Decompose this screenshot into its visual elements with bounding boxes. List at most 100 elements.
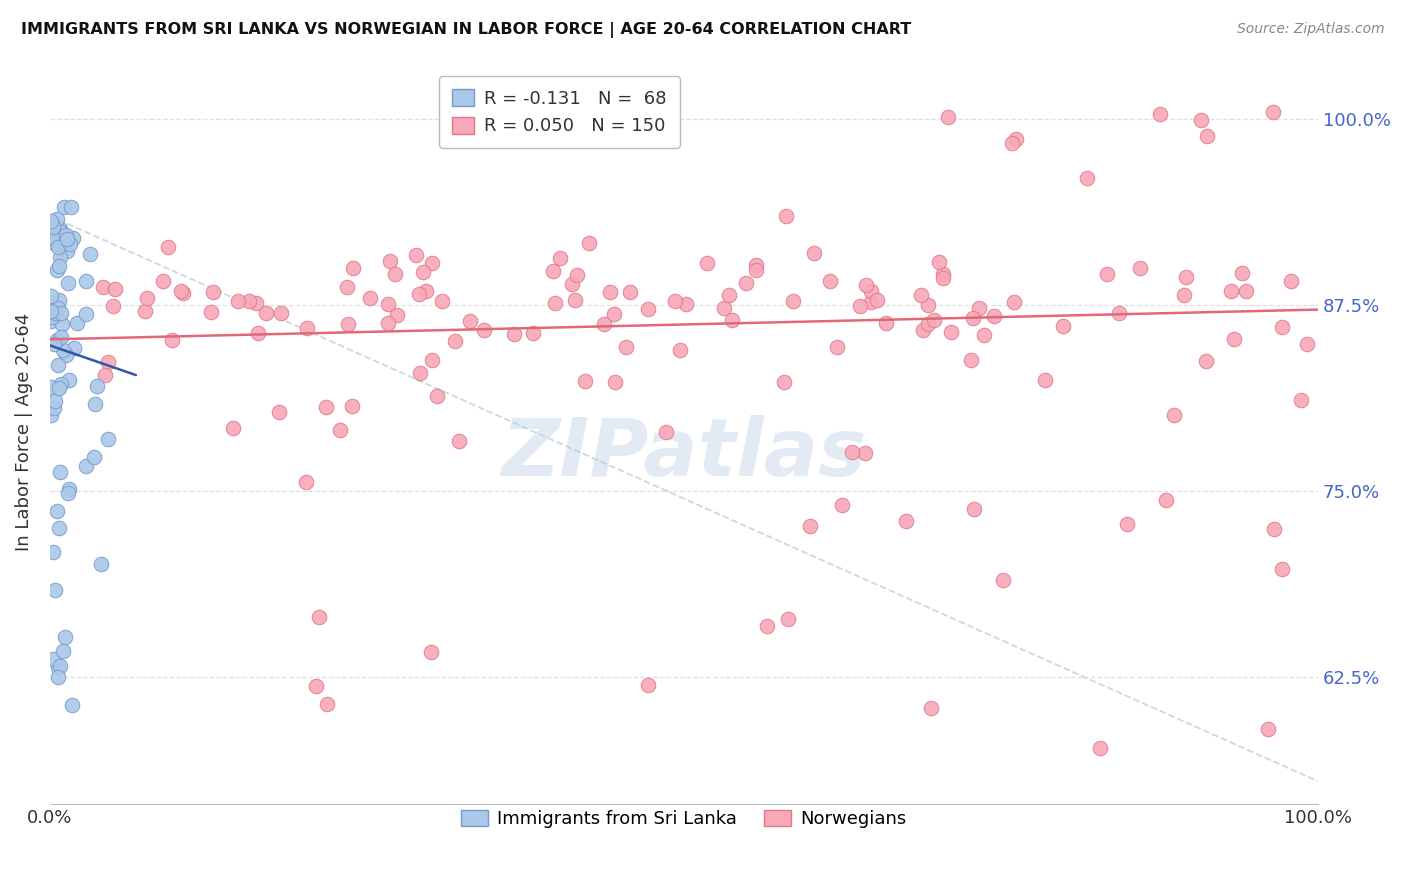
Point: [1261, 105, 1284, 120]
Point: [44, 232, 66, 246]
Point: [1108, 306, 1130, 320]
Point: [720, 313, 742, 327]
Point: [1230, 266, 1253, 280]
Point: [58, 276, 80, 290]
Point: [917, 298, 939, 312]
Point: [841, 445, 863, 459]
Point: [917, 317, 939, 331]
Y-axis label: In Labor Force | Age 20-64: In Labor Force | Age 20-64: [15, 312, 32, 550]
Point: [44, 401, 66, 415]
Point: [1076, 170, 1098, 185]
Point: [1263, 522, 1285, 536]
Point: [973, 327, 995, 342]
Point: [377, 296, 399, 310]
Point: [419, 644, 441, 658]
Point: [718, 287, 741, 301]
Point: [48, 521, 70, 535]
Point: [415, 284, 437, 298]
Point: [46, 670, 69, 684]
Point: [1033, 373, 1056, 387]
Point: [39, 380, 62, 394]
Point: [912, 323, 935, 337]
Point: [426, 389, 449, 403]
Point: [550, 251, 572, 265]
Point: [39, 303, 62, 318]
Point: [1234, 285, 1257, 299]
Point: [62, 231, 84, 245]
Point: [565, 268, 588, 282]
Point: [48, 250, 70, 264]
Point: [605, 375, 627, 389]
Point: [599, 285, 621, 299]
Point: [49, 222, 72, 236]
Point: [200, 305, 222, 319]
Point: [49, 465, 72, 479]
Point: [803, 246, 825, 260]
Point: [1052, 318, 1074, 333]
Point: [420, 353, 443, 368]
Point: [172, 285, 194, 300]
Point: [614, 340, 637, 354]
Point: [1195, 354, 1218, 368]
Point: [1271, 320, 1294, 334]
Point: [48, 259, 70, 273]
Point: [48, 381, 70, 395]
Point: [42, 651, 65, 665]
Point: [49, 659, 72, 673]
Point: [1271, 562, 1294, 576]
Point: [59, 200, 82, 214]
Point: [405, 248, 427, 262]
Point: [778, 612, 800, 626]
Point: [46, 301, 69, 316]
Point: [896, 514, 918, 528]
Point: [655, 425, 678, 439]
Point: [1149, 107, 1171, 121]
Point: [1197, 128, 1219, 143]
Point: [97, 432, 120, 446]
Point: [744, 263, 766, 277]
Point: [270, 306, 292, 320]
Point: [922, 313, 945, 327]
Point: [1128, 260, 1150, 275]
Point: [574, 374, 596, 388]
Point: [910, 287, 932, 301]
Point: [713, 301, 735, 315]
Point: [58, 482, 80, 496]
Point: [409, 366, 432, 380]
Point: [45, 504, 67, 518]
Point: [1289, 392, 1312, 407]
Point: [696, 256, 718, 270]
Point: [755, 618, 778, 632]
Point: [63, 341, 86, 355]
Point: [1295, 336, 1317, 351]
Point: [48, 659, 70, 673]
Point: [637, 301, 659, 316]
Point: [1097, 268, 1119, 282]
Point: [44, 304, 66, 318]
Point: [818, 274, 841, 288]
Point: [56, 244, 79, 259]
Point: [1257, 722, 1279, 736]
Text: Source: ZipAtlas.com: Source: ZipAtlas.com: [1237, 22, 1385, 37]
Point: [60, 698, 83, 712]
Point: [56, 486, 79, 500]
Point: [866, 293, 889, 307]
Point: [44, 582, 66, 597]
Point: [1163, 409, 1185, 423]
Point: [104, 282, 127, 296]
Point: [578, 235, 600, 250]
Point: [420, 256, 443, 270]
Point: [254, 306, 277, 320]
Point: [267, 405, 290, 419]
Point: [49, 225, 72, 239]
Point: [412, 264, 434, 278]
Point: [962, 311, 984, 326]
Point: [522, 326, 544, 340]
Point: [222, 421, 245, 435]
Point: [1220, 284, 1243, 298]
Point: [1001, 136, 1024, 150]
Point: [42, 545, 65, 559]
Point: [939, 325, 962, 339]
Point: [238, 293, 260, 308]
Point: [329, 423, 352, 437]
